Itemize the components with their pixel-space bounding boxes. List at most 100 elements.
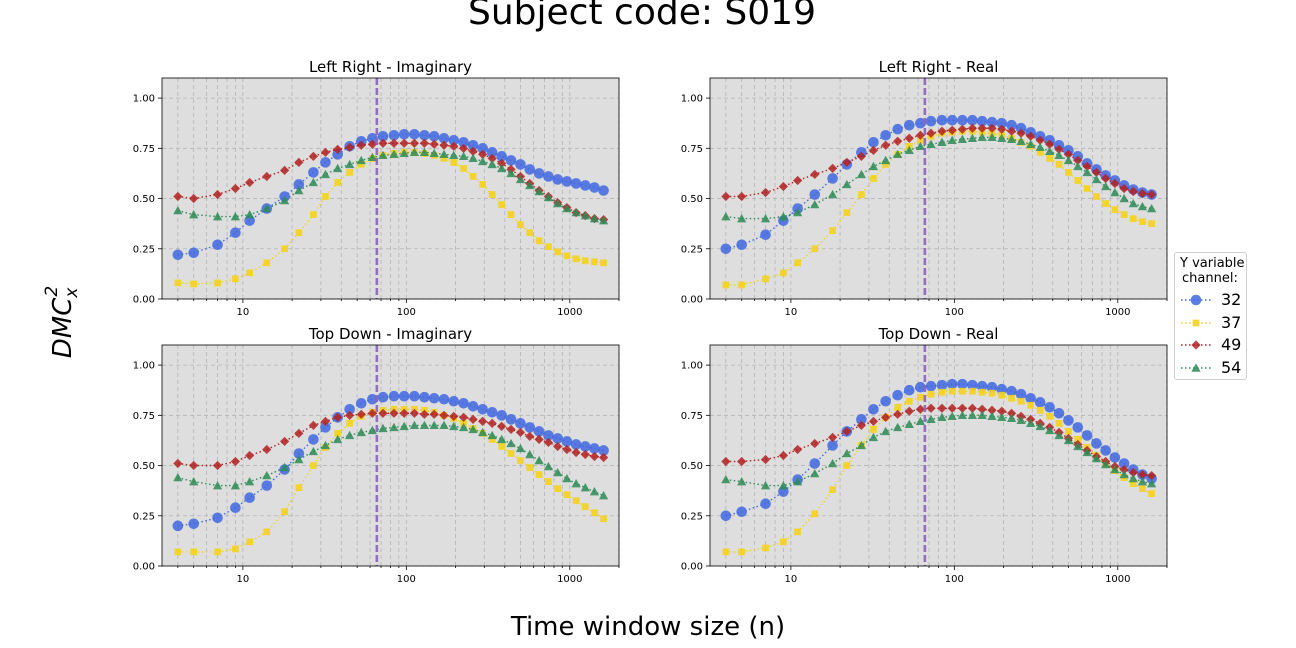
data-point: [1016, 415, 1026, 425]
data-point: [458, 397, 469, 409]
data-point: [563, 491, 571, 499]
data-point: [232, 275, 239, 283]
data-point: [308, 446, 319, 456]
circle-marker-icon: [1190, 294, 1202, 306]
data-point: [925, 380, 937, 392]
data-point: [533, 426, 545, 437]
data-point: [310, 462, 317, 469]
data-point: [1082, 161, 1092, 172]
data-point: [1119, 464, 1129, 475]
data-point: [905, 397, 913, 405]
data-point: [1035, 421, 1045, 431]
data-point: [281, 508, 288, 516]
data-point: [295, 229, 303, 237]
data-point: [1065, 428, 1072, 435]
data-point: [947, 403, 957, 413]
data-point: [997, 124, 1007, 134]
data-point: [507, 450, 515, 457]
data-point: [571, 479, 581, 488]
data-point: [428, 130, 440, 142]
data-point: [232, 545, 239, 553]
data-point: [1053, 408, 1065, 419]
data-point: [793, 476, 803, 486]
data-point: [1120, 211, 1128, 218]
data-point: [589, 487, 600, 496]
data-point: [780, 269, 787, 277]
data-point: [738, 548, 746, 556]
data-point: [809, 189, 821, 200]
data-point: [581, 503, 589, 511]
subplot-title: Top Down - Real: [878, 325, 999, 343]
data-point: [545, 478, 552, 485]
subplot-title: Left Right - Real: [879, 58, 999, 76]
data-point: [903, 384, 915, 396]
series-line: [177, 408, 604, 553]
data-point: [543, 192, 554, 202]
data-point: [399, 408, 409, 418]
data-point: [1045, 139, 1055, 149]
data-point: [294, 157, 304, 168]
data-point: [377, 391, 389, 403]
data-point: [356, 409, 366, 419]
data-point: [1083, 185, 1091, 192]
data-point: [793, 207, 803, 217]
data-point: [506, 168, 516, 178]
data-point: [525, 180, 535, 190]
data-point: [572, 255, 580, 263]
data-point: [479, 181, 487, 188]
data-point: [308, 434, 319, 445]
data-point: [448, 395, 460, 407]
data-point: [458, 422, 469, 432]
data-point: [762, 275, 769, 283]
data-point: [810, 468, 820, 478]
data-point: [553, 467, 563, 477]
data-point: [1137, 188, 1148, 199]
data-point: [409, 390, 420, 402]
data-point: [458, 143, 469, 153]
data-point: [399, 421, 409, 431]
y-tick-label: 0.50: [133, 461, 155, 472]
figure-suptitle: Subject code: S019: [468, 0, 816, 33]
data-point: [467, 140, 479, 151]
data-point: [827, 458, 838, 468]
data-point: [760, 187, 771, 198]
data-point: [188, 518, 199, 530]
data-point: [1046, 155, 1054, 162]
data-point: [543, 461, 554, 471]
data-point: [570, 439, 582, 450]
data-point: [1110, 464, 1120, 474]
data-point: [1006, 413, 1017, 423]
data-point: [478, 156, 488, 166]
data-point: [1082, 167, 1092, 177]
data-point: [552, 433, 563, 444]
data-point: [173, 205, 183, 215]
data-point: [357, 161, 365, 168]
data-point: [378, 423, 388, 433]
data-point: [893, 409, 903, 419]
data-point: [212, 189, 223, 200]
data-point: [1146, 479, 1157, 488]
data-point: [543, 437, 554, 448]
data-point: [1148, 220, 1155, 228]
data-point: [279, 195, 290, 205]
data-point: [190, 280, 198, 288]
data-point: [1091, 174, 1102, 184]
data-point: [246, 538, 254, 546]
data-point: [388, 129, 400, 141]
data-point: [245, 209, 255, 219]
data-point: [367, 132, 378, 144]
legend-title: Y variable channel:: [1180, 256, 1245, 286]
data-point: [893, 149, 903, 159]
data-point: [439, 410, 449, 420]
square-marker-icon: [1192, 319, 1200, 326]
data-point: [1073, 441, 1083, 451]
data-point: [1063, 155, 1074, 165]
data-point: [438, 132, 450, 144]
y-tick-label: 1.00: [681, 94, 703, 105]
data-point: [562, 473, 572, 483]
data-point: [810, 169, 820, 180]
data-point: [486, 407, 498, 418]
data-point: [554, 248, 562, 256]
legend-title-line1: Y variable: [1180, 256, 1245, 271]
data-point: [449, 411, 459, 421]
